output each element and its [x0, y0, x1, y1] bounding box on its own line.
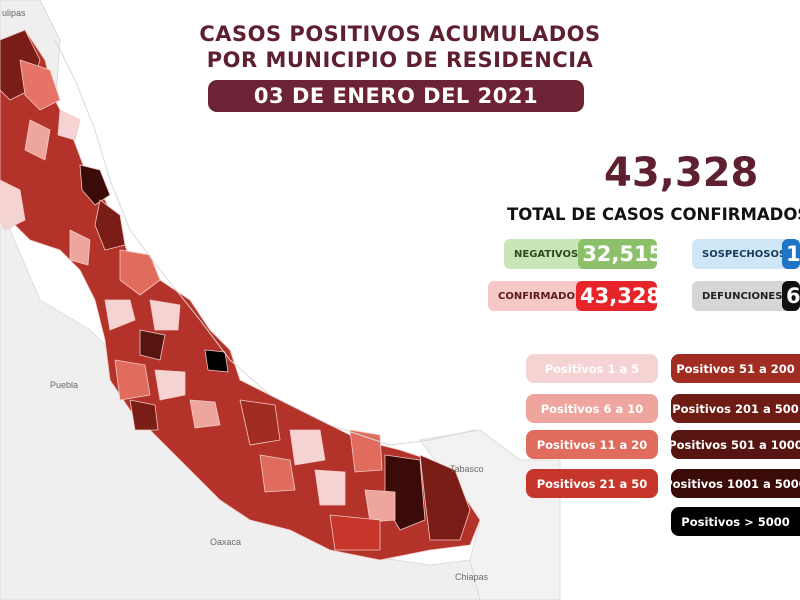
coast-line [54, 39, 476, 446]
stat-sospechosos-value: 11 [782, 239, 800, 269]
legend-201-500: Positivos 201 a 500 [671, 394, 800, 423]
total-caption: TOTAL DE CASOS CONFIRMADOS [507, 205, 800, 224]
total-value: 43,328 [604, 150, 759, 196]
legend-501-1000: Positivos 501 a 1000 [671, 430, 800, 459]
stat-defunciones-value: 6 [782, 281, 800, 311]
veracruz-state [0, 29, 481, 561]
stat-negativos: NEGATIVOS 32,515 [504, 239, 657, 269]
legend-21-50: Positivos 21 a 50 [526, 469, 658, 498]
label-chiapas: Chiapas [455, 572, 489, 582]
stat-defunciones: DEFUNCIONES 6 [692, 281, 800, 311]
legend-11-20: Positivos 11 a 20 [526, 430, 658, 459]
stat-negativos-label: NEGATIVOS [514, 248, 579, 260]
legend-6-10: Positivos 6 a 10 [526, 394, 658, 423]
stat-confirmados-label: CONFIRMADOS [498, 290, 583, 302]
legend-1001-5000: Positivos 1001 a 5000 [671, 469, 800, 498]
title-line-1: CASOS POSITIVOS ACUMULADOS [199, 22, 601, 46]
stat-defunciones-label: DEFUNCIONES [702, 290, 783, 302]
stat-sospechosos: SOSPECHOSOS 11 [692, 239, 800, 269]
label-tabasco: Tabasco [450, 464, 484, 474]
label-puebla: Puebla [50, 380, 79, 390]
label-tamaulipas: ulipas [2, 8, 26, 18]
legend-1-5: Positivos 1 a 5 [526, 354, 658, 383]
legend-over-5000: Positivos > 5000 [671, 507, 800, 536]
label-oaxaca: Oaxaca [210, 537, 242, 547]
stat-confirmados: CONFIRMADOS 43,328 [488, 281, 657, 311]
stat-sospechosos-label: SOSPECHOSOS [702, 248, 787, 260]
title-line-2: POR MUNICIPIO DE RESIDENCIA [206, 48, 594, 72]
date-banner: 03 DE ENERO DEL 2021 [208, 80, 584, 112]
legend-51-200: Positivos 51 a 200 [671, 354, 800, 383]
stat-negativos-value: 32,515 [578, 239, 657, 269]
stat-confirmados-value: 43,328 [576, 281, 657, 311]
